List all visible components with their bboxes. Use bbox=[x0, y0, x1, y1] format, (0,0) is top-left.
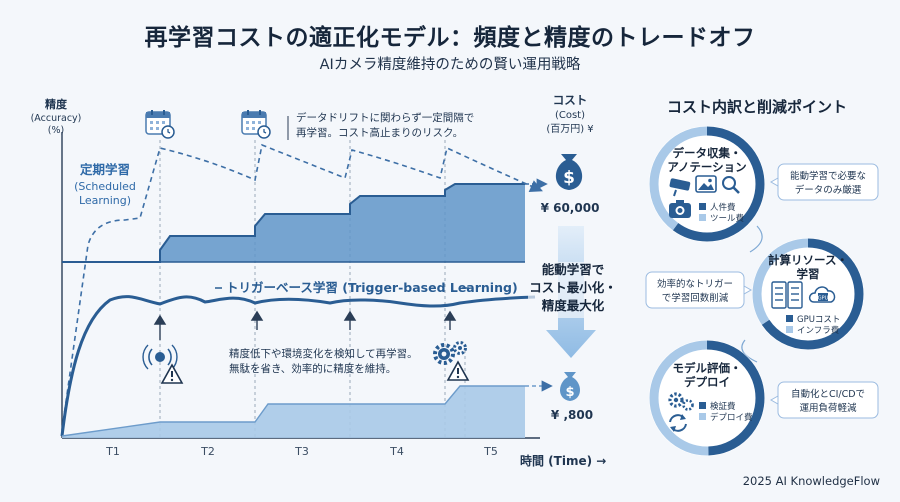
compute-cost-circle: 計算リソース・ 学習 GPU GPUコスト インフラ費 bbox=[752, 238, 864, 350]
data-tip-2: データのみ厳選 bbox=[795, 184, 862, 196]
compute-legend-gpu: GPUコスト bbox=[797, 315, 840, 325]
tick-label-t1: T1 bbox=[105, 445, 120, 458]
trigger-note-2: 無駄を省き、効率的に精度を維持。 bbox=[229, 362, 396, 375]
data-cost-circle: データ収集・ アノテーション 人件費 ツール費 bbox=[649, 126, 765, 242]
data-tip: 能動学習で必要な bbox=[790, 170, 866, 182]
sensor-alert-icon bbox=[142, 344, 184, 384]
compute-tip-2: で学習回数削減 bbox=[662, 292, 729, 304]
trigger-cost-area bbox=[62, 386, 525, 438]
scheduled-accuracy-line bbox=[61, 143, 543, 431]
y-axis-label: 精度 bbox=[45, 97, 68, 111]
cctv-camera-icon bbox=[669, 178, 691, 197]
scheduled-label-en-2: Learning) bbox=[79, 194, 131, 207]
center-message-2: コスト最小化・ bbox=[529, 280, 617, 295]
deploy-tip-box: 自動化とCI/CDで 運用負荷軽減 bbox=[769, 381, 879, 419]
scheduled-note: データドリフトに関わらず一定間隔で bbox=[296, 111, 474, 124]
scheduled-label-en: (Scheduled bbox=[74, 180, 136, 193]
data-tip-box: 能動学習で必要な データのみ厳選 bbox=[769, 163, 879, 201]
image-icon bbox=[695, 175, 717, 193]
tick-label-t5: T5 bbox=[483, 445, 498, 458]
trigger-cost-edge bbox=[61, 385, 525, 437]
trigger-accuracy-line bbox=[60, 295, 536, 437]
deploy-legend-verify: 検証費 bbox=[710, 401, 736, 412]
gear-alert-icon bbox=[433, 341, 470, 381]
scheduled-cost-edge bbox=[62, 183, 525, 263]
center-message-3: 精度最大化 bbox=[542, 298, 605, 313]
compute-tip-box: 効率的なトリガー で学習回数削減 bbox=[645, 271, 753, 309]
deploy-tip-2: 運用負荷軽減 bbox=[799, 402, 857, 414]
compute-title-2: 学習 bbox=[797, 267, 820, 281]
tick-label-t2: T2 bbox=[200, 445, 215, 458]
deploy-arrows-icon bbox=[669, 414, 687, 432]
y-axis-unit: (%) bbox=[48, 125, 64, 136]
calendar-icon bbox=[145, 110, 175, 139]
magnifier-icon bbox=[722, 176, 740, 194]
data-title: データ収集・ bbox=[673, 146, 742, 160]
trigger-arrows bbox=[153, 310, 457, 340]
trigger-note: 精度低下や環境変化を検知して再学習。 bbox=[229, 347, 418, 360]
trigger-label: トリガーベース学習 (Trigger-based Learning) bbox=[226, 280, 518, 295]
page-subtitle: AIカメラ精度維持のための賢い運用戦略 bbox=[319, 57, 581, 73]
server-icon bbox=[771, 281, 803, 309]
camera-icon bbox=[669, 200, 691, 218]
scheduled-cost-area bbox=[62, 184, 525, 262]
gpu-chip-label: GPU bbox=[818, 296, 829, 302]
deploy-title-2: デプロイ bbox=[684, 375, 730, 389]
svg-text:$: $ bbox=[565, 385, 574, 400]
page-title: 再学習コストの適正化モデル：頻度と精度のトレードオフ bbox=[144, 25, 756, 51]
breakdown-title: コスト内訳と削減ポイント bbox=[667, 98, 847, 116]
money-bag-icon: $ bbox=[555, 154, 583, 190]
cost-axis-label-en: (Cost) bbox=[555, 110, 585, 121]
scheduled-note-2: 再学習。コスト高止まりのリスク。 bbox=[296, 126, 463, 139]
compute-legend-infra: インフラ費 bbox=[797, 325, 840, 336]
calendar-icon bbox=[241, 110, 271, 139]
money-bag-icon: $ bbox=[560, 372, 580, 401]
deploy-title: モデル評価・ bbox=[673, 361, 742, 375]
cost-axis-unit: (百万円) ¥ bbox=[546, 123, 593, 135]
cost-axis-label: コスト bbox=[553, 93, 588, 107]
y-axis-label-en: (Accuracy) bbox=[31, 113, 82, 124]
compute-tip: 効率的なトリガー bbox=[657, 278, 733, 290]
scheduled-label: 定期学習 bbox=[79, 162, 130, 177]
data-legend-labor: 人件費 bbox=[710, 202, 736, 213]
center-message: 能動学習で bbox=[542, 262, 605, 277]
gpu-cloud-icon: GPU bbox=[808, 286, 836, 303]
compute-title: 計算リソース・ bbox=[768, 253, 848, 267]
scheduled-cost-value: ¥ 60,000 bbox=[541, 201, 600, 215]
data-title-2: アノテーション bbox=[667, 160, 746, 174]
x-axis-label: 時間 (Time) → bbox=[520, 453, 606, 468]
deploy-cost-circle: モデル評価・ デプロイ 検証費 デプロイ費 bbox=[649, 340, 765, 456]
data-legend-tool: ツール費 bbox=[710, 213, 745, 224]
footer-credit: 2025 AI KnowledgeFlow bbox=[742, 474, 880, 488]
trigger-cost-value: ¥ ,800 bbox=[551, 408, 593, 422]
deploy-tip: 自動化とCI/CDで bbox=[791, 388, 865, 400]
deploy-legend-deploy: デプロイ費 bbox=[710, 412, 753, 423]
svg-text:$: $ bbox=[563, 168, 575, 188]
tick-label-t3: T3 bbox=[294, 445, 309, 458]
tick-label-t4: T4 bbox=[389, 445, 404, 458]
gears-icon bbox=[668, 392, 694, 411]
